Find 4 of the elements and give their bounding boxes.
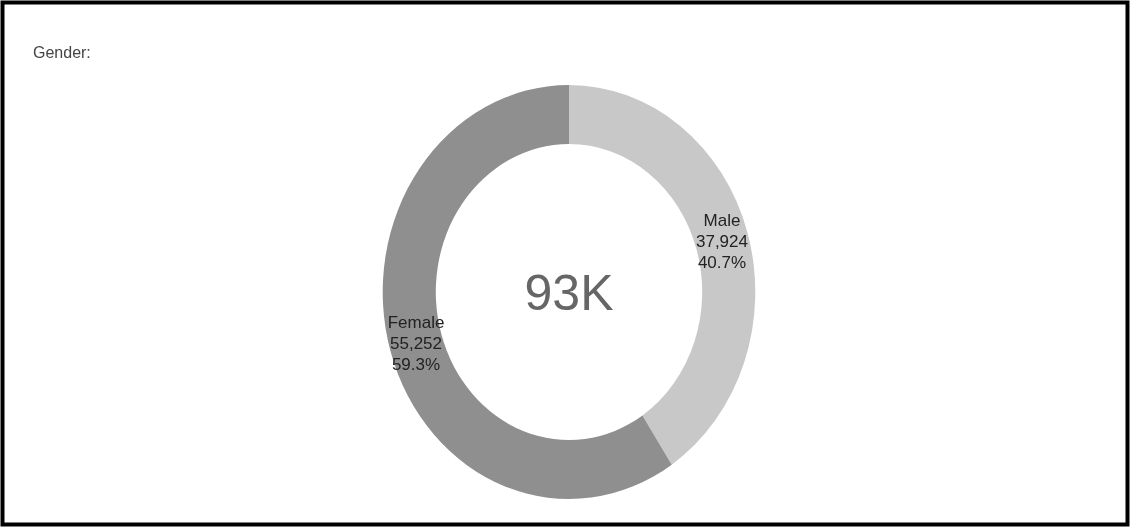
text: Gender: [33, 44, 91, 61]
slice-label: Male [703, 210, 741, 230]
data-label: 37,924 40.7% [695, 231, 748, 272]
text: 93K [524, 265, 614, 321]
